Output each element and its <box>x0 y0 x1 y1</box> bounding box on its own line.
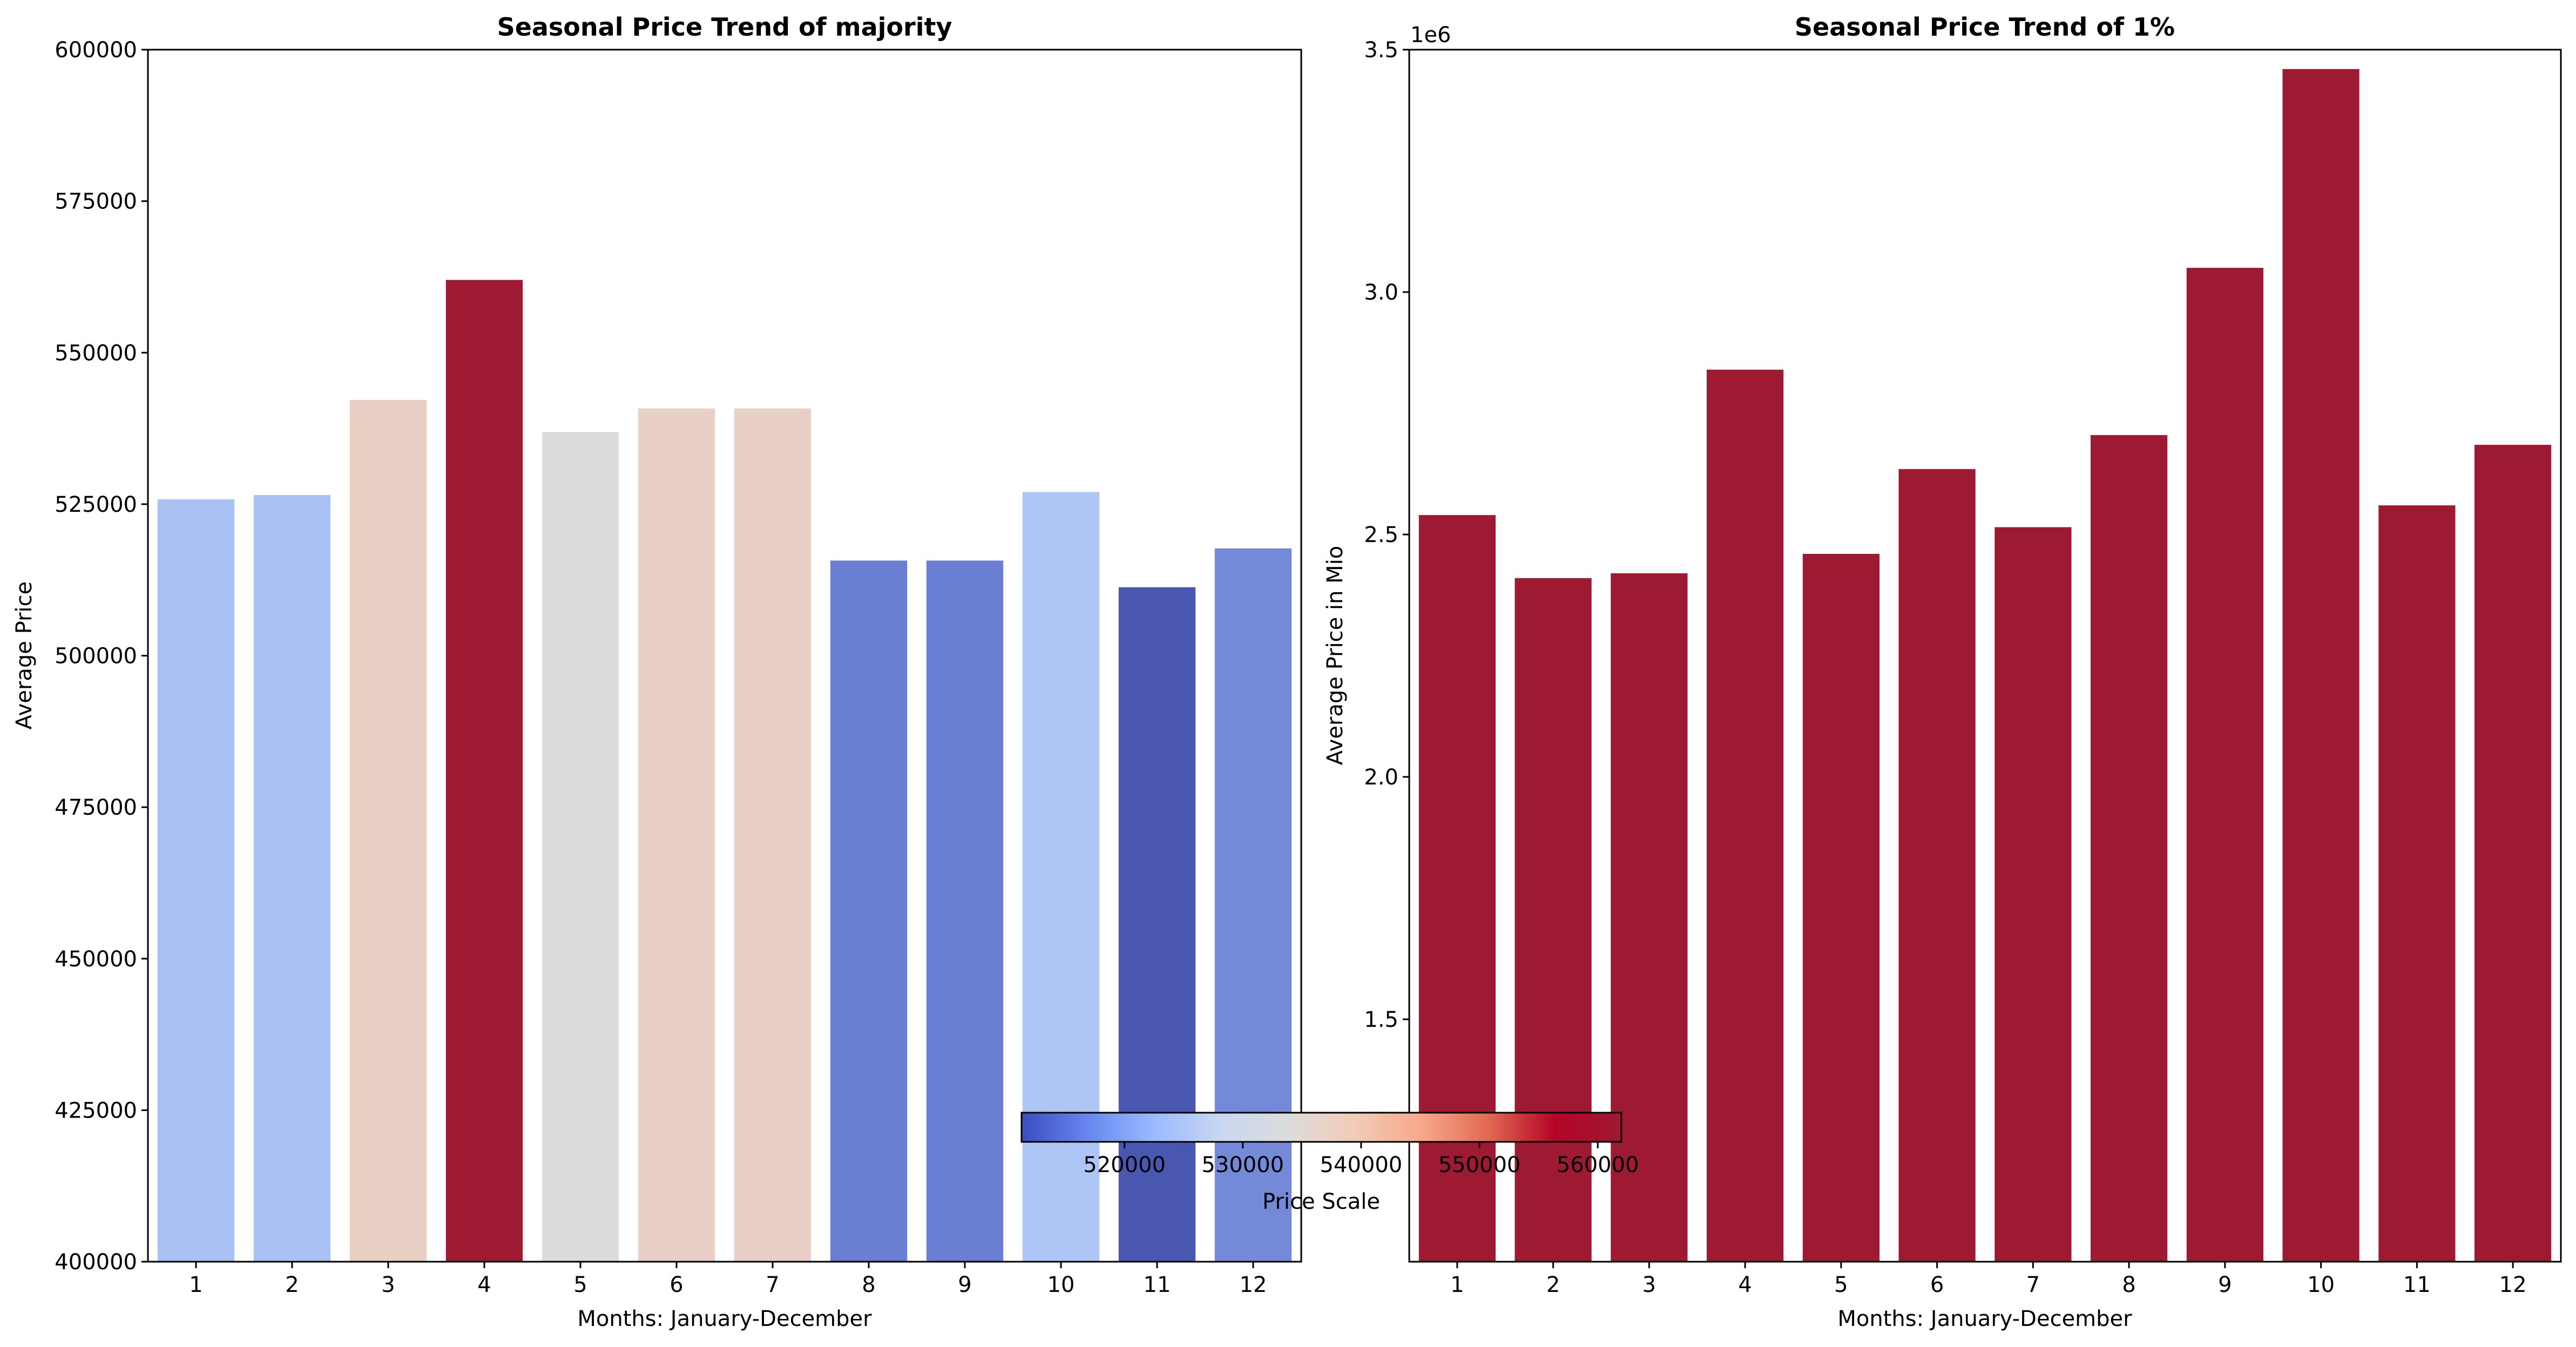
bar-top-1-percent-month-1 <box>1418 515 1496 1262</box>
bar-majority-month-4 <box>445 280 523 1262</box>
bar-top-1-percent-month-12 <box>2474 444 2552 1262</box>
bar-top-1-percent-month-9 <box>2186 268 2263 1262</box>
bar-majority-month-5 <box>542 432 619 1262</box>
x-tick-label: 2 <box>285 1272 299 1297</box>
bar-top-1-percent-month-10 <box>2282 69 2359 1262</box>
chart-title-majority: Seasonal Price Trend of majority <box>497 12 952 42</box>
colorbar-tick-label: 540000 <box>1320 1153 1403 1177</box>
x-tick-label: 1 <box>1450 1272 1464 1297</box>
y-ticks-top-1-percent: 1.5 2.0 2.5 3.0 3.5 <box>1364 38 1409 1032</box>
bar-top-1-percent-month-4 <box>1707 369 1784 1262</box>
colorbar-tick-label: 560000 <box>1557 1153 1639 1177</box>
x-tick-label: 1 <box>189 1272 202 1297</box>
y-tick-label: 450000 <box>55 947 137 972</box>
bar-majority-month-9 <box>926 560 1004 1262</box>
x-tick-label: 10 <box>1047 1272 1075 1297</box>
y-tick-label: 3.5 <box>1364 38 1398 63</box>
colorbar: 520000 530000 540000 550000 560000 Price Sca… <box>1020 1112 1639 1214</box>
x-tick-label: 12 <box>1240 1272 1267 1297</box>
x-tick-label: 3 <box>381 1272 395 1297</box>
y-tick-label: 3.0 <box>1364 280 1398 305</box>
x-axis-label-top-1-percent: Months: January-December <box>1837 1307 2132 1331</box>
y-axis-label-top-1-percent: Average Price in Mio <box>1323 546 1348 766</box>
x-tick-label: 3 <box>1642 1272 1656 1297</box>
bar-majority-month-2 <box>253 495 331 1262</box>
y-tick-label: 550000 <box>55 341 137 365</box>
x-tick-label: 11 <box>2403 1272 2431 1297</box>
bar-top-1-percent-month-3 <box>1611 573 1688 1262</box>
colorbar-tick-label: 550000 <box>1438 1153 1521 1177</box>
bar-majority-month-7 <box>734 408 812 1262</box>
bar-top-1-percent-month-11 <box>2378 505 2456 1262</box>
y-tick-label: 1.5 <box>1364 1007 1398 1032</box>
x-tick-label: 9 <box>958 1272 971 1297</box>
x-tick-label: 2 <box>1546 1272 1560 1297</box>
x-tick-label: 8 <box>862 1272 875 1297</box>
y-tick-label: 425000 <box>55 1098 137 1123</box>
chart-majority: 400000 425000 450000 475000 500000 525000 5500… <box>12 12 1302 1331</box>
y-tick-label: 600000 <box>55 38 137 63</box>
x-ticks-top-1-percent: 1 2 3 4 5 6 7 8 9 10 11 12 <box>1450 1262 2527 1297</box>
bar-top-1-percent-month-8 <box>2091 435 2168 1262</box>
x-tick-label: 11 <box>1144 1272 1171 1297</box>
y-tick-label: 475000 <box>55 795 137 820</box>
bar-majority-month-11 <box>1118 587 1196 1262</box>
x-axis-label-majority: Months: January-December <box>577 1307 872 1331</box>
x-tick-label: 12 <box>2499 1272 2527 1297</box>
y-tick-label: 575000 <box>55 189 137 214</box>
x-tick-label: 7 <box>2026 1272 2040 1297</box>
bars-top-1-percent <box>1418 69 2552 1262</box>
x-tick-label: 8 <box>2122 1272 2135 1297</box>
x-ticks-majority: 1 2 3 4 5 6 7 8 9 10 11 12 <box>189 1262 1267 1297</box>
y-tick-label: 2.0 <box>1364 765 1398 790</box>
bar-majority-month-3 <box>349 400 427 1262</box>
x-tick-label: 5 <box>1834 1272 1848 1297</box>
colorbar-ticks: 520000 530000 540000 550000 560000 <box>1083 1142 1639 1177</box>
y-axis-label-majority: Average Price <box>12 581 37 730</box>
x-tick-label: 6 <box>670 1272 683 1297</box>
y-tick-label: 525000 <box>55 492 137 517</box>
y-axis-offset-label: 1e6 <box>1410 23 1451 48</box>
chart-title-top-1-percent: Seasonal Price Trend of 1% <box>1795 12 2175 42</box>
colorbar-label: Price Scale <box>1262 1189 1380 1214</box>
x-tick-label: 6 <box>1930 1272 1944 1297</box>
bar-majority-month-12 <box>1214 548 1292 1262</box>
x-tick-label: 4 <box>477 1272 491 1297</box>
bar-majority-month-10 <box>1022 492 1100 1262</box>
bar-top-1-percent-month-6 <box>1898 469 1976 1262</box>
colorbar-tick-label: 520000 <box>1083 1153 1166 1177</box>
colorbar-gradient <box>1020 1112 1622 1143</box>
x-tick-label: 10 <box>2307 1272 2335 1297</box>
x-tick-label: 7 <box>766 1272 779 1297</box>
x-tick-label: 4 <box>1738 1272 1752 1297</box>
y-tick-label: 500000 <box>55 644 137 669</box>
bar-top-1-percent-month-2 <box>1515 578 1592 1262</box>
y-tick-label: 400000 <box>55 1250 137 1275</box>
chart-top-1-percent: 1.52.02.53.03.5 1 2 3 4 5 6 7 8 9 10 11 12 Seasonal… <box>1323 12 2562 1331</box>
colorbar-tick-label: 530000 <box>1201 1153 1284 1177</box>
plot-frame-top-1-percent <box>1408 49 2562 1263</box>
x-tick-label: 9 <box>2218 1272 2232 1297</box>
bar-majority-month-8 <box>830 560 908 1262</box>
bar-majority-month-1 <box>157 499 235 1262</box>
bar-top-1-percent-month-7 <box>1994 527 2072 1262</box>
bar-majority-month-6 <box>638 408 715 1262</box>
y-ticks-majority: 400000 425000 450000 475000 500000 525000 5500… <box>55 38 148 1275</box>
y-tick-label: 2.5 <box>1364 523 1398 547</box>
bar-top-1-percent-month-5 <box>1802 553 1879 1262</box>
x-tick-label: 5 <box>573 1272 587 1297</box>
